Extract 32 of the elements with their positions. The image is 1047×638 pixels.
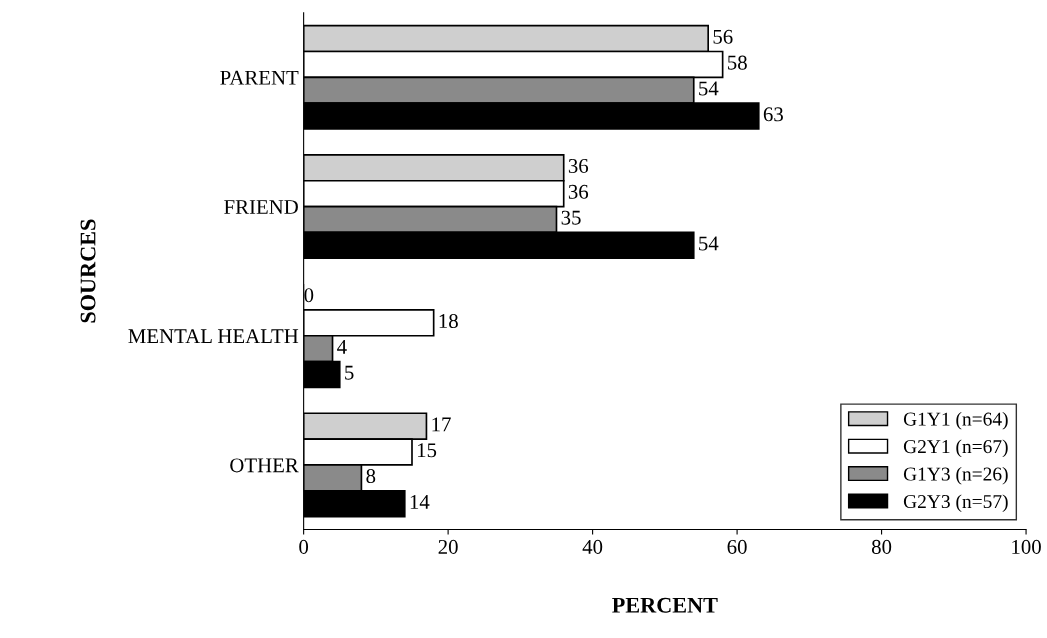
legend-label: G2Y1 (n=67) [903,439,1008,458]
data-label: 8 [366,469,376,484]
x-tick-label: 60 [727,539,747,554]
legend-label: G2Y3 (n=57) [903,494,1008,513]
data-label: 15 [417,443,437,458]
x-tick-label: 40 [582,539,603,554]
data-label: 5 [345,365,354,380]
y-tick-label: OTHER [230,458,299,473]
data-label: 58 [728,55,747,70]
data-label: 18 [439,313,458,329]
y-tick-label: PARENT [220,70,299,85]
data-label: 36 [568,184,589,199]
x-tick-label: 0 [299,539,309,554]
x-axis-title: PERCENT [612,597,718,613]
data-label: 54 [699,81,719,96]
x-tick-label: 80 [871,539,892,554]
y-tick-label: FRIEND [224,200,298,214]
data-label: 56 [713,29,733,44]
data-label: 35 [561,210,581,225]
x-tick-label: 20 [438,539,458,554]
data-label: 63 [763,107,783,122]
data-label: 17 [432,417,451,432]
data-label: 36 [568,159,589,174]
data-label: 4 [337,339,347,354]
legend-label: G1Y3 (n=26) [903,466,1008,485]
y-tick-label: MENTAL HEALTH [128,329,299,343]
data-label: 54 [699,236,719,251]
legend-label: G1Y1 (n=64) [903,411,1008,430]
data-label: 0 [304,288,314,303]
data-label: 14 [410,494,430,509]
y-axis-title: SOURCES [80,219,96,323]
x-tick-label: 100 [1012,539,1041,554]
